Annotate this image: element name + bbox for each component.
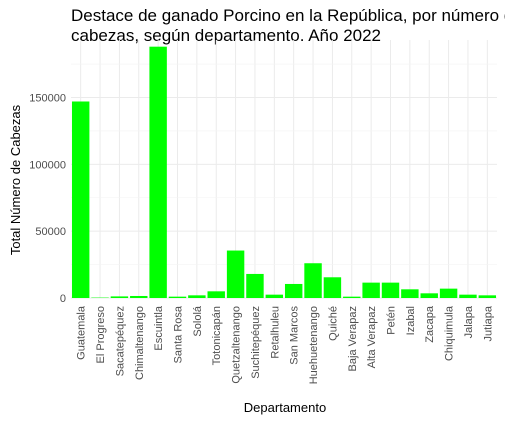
bar-sololá bbox=[188, 295, 206, 298]
x-tick-label: Chiquimula bbox=[444, 305, 456, 361]
x-tick-label: San Marcos bbox=[289, 306, 301, 365]
bar-sacatepéquez bbox=[110, 296, 129, 298]
x-axis-ticks: Guatemala El Progreso Sacatepéquez Chimalte… bbox=[76, 305, 495, 384]
bar-retalhuleu bbox=[265, 294, 284, 298]
x-tick-label: Sacatepéquez bbox=[114, 306, 126, 376]
y-tick-label: 150000 bbox=[29, 92, 66, 104]
y-axis-ticks: 0 50000 100000 150000 bbox=[29, 92, 66, 305]
x-tick-label: Chimaltenango bbox=[134, 306, 146, 380]
x-tick-label: Petén bbox=[386, 306, 398, 335]
bar-quiché bbox=[323, 277, 342, 298]
chart-title: Destace de ganado Porcino en la Repúblic… bbox=[71, 6, 505, 45]
bar-baja-verapaz bbox=[343, 296, 361, 298]
bar-escuintla bbox=[149, 46, 167, 299]
x-tick-label: Guatemala bbox=[76, 305, 88, 360]
x-tick-label: Jutiapa bbox=[482, 305, 494, 341]
x-tick-label: Escuintla bbox=[153, 305, 165, 351]
x-tick-label: Quetzaltenango bbox=[231, 306, 243, 384]
bar-jutiapa bbox=[478, 295, 497, 298]
x-tick-label: El Progreso bbox=[95, 306, 107, 363]
gridlines bbox=[71, 40, 497, 299]
y-tick-label: 100000 bbox=[29, 159, 66, 171]
x-tick-label: Izabal bbox=[405, 306, 417, 335]
bars bbox=[71, 46, 497, 299]
bar-huehuetenango bbox=[304, 263, 322, 298]
y-tick-label: 0 bbox=[60, 293, 66, 305]
y-axis-title: Total Número de Cabezas bbox=[8, 104, 23, 255]
x-tick-label: Baja Verapaz bbox=[347, 306, 359, 371]
x-tick-label: Jalapa bbox=[463, 305, 475, 338]
x-tick-label: Sololá bbox=[192, 305, 204, 336]
bar-quetzaltenango bbox=[226, 250, 245, 298]
x-tick-label: Alta Verapaz bbox=[366, 306, 378, 368]
x-tick-label: Zacapa bbox=[424, 305, 436, 343]
bar-santa-rosa bbox=[168, 296, 187, 298]
x-tick-label: Santa Rosa bbox=[173, 305, 185, 363]
x-tick-label: Quiché bbox=[327, 306, 339, 341]
bar-chimaltenango bbox=[130, 295, 148, 298]
bar-totonicapán bbox=[207, 291, 225, 298]
bar-izabal bbox=[401, 289, 419, 298]
bar-zacapa bbox=[420, 293, 438, 298]
bar-suchitepéquez bbox=[246, 273, 264, 298]
bar-san-marcos bbox=[284, 283, 303, 298]
bar-alta-verapaz bbox=[362, 282, 380, 298]
x-tick-label: Totonicapán bbox=[211, 306, 223, 365]
x-tick-label: Suchitepéquez bbox=[250, 306, 262, 379]
x-tick-label: Retalhuleu bbox=[269, 306, 281, 359]
y-tick-label: 50000 bbox=[35, 226, 66, 238]
bar-chiquimula bbox=[439, 288, 458, 298]
x-tick-label: Huehuetenango bbox=[308, 306, 320, 384]
x-axis-title: Departamento bbox=[244, 400, 326, 415]
bar-jalapa bbox=[459, 294, 477, 298]
bar-guatemala bbox=[71, 101, 90, 299]
bar-petén bbox=[381, 282, 400, 298]
